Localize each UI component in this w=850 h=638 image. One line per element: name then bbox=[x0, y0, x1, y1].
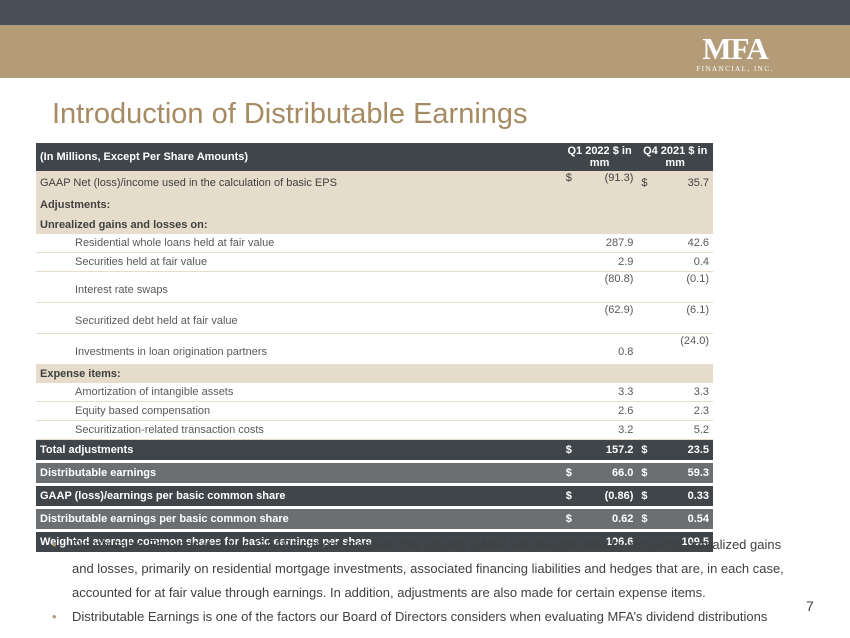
q4-value: 3.3 bbox=[663, 383, 713, 402]
q4-value: 0.54 bbox=[663, 507, 713, 532]
section-label: Unrealized gains and losses on: bbox=[36, 216, 713, 234]
total-row: Total adjustments $ 157.2 $ 23.5 bbox=[36, 439, 713, 463]
currency-symbol: $ bbox=[637, 507, 664, 532]
q1-value: 66.0 bbox=[588, 461, 638, 486]
q4-value: 5.2 bbox=[663, 420, 713, 440]
section-label: Expense items: bbox=[36, 364, 713, 383]
header-col-q1-2022: Q1 2022 $ in mm bbox=[561, 143, 638, 171]
section-row-expense: Expense items: bbox=[36, 364, 713, 383]
currency-symbol: $ bbox=[637, 171, 664, 194]
table-row: GAAP Net (loss)/income used in the calcu… bbox=[36, 171, 713, 194]
table-row: Securitization-related transaction costs… bbox=[36, 420, 713, 440]
table-header-row: (In Millions, Except Per Share Amounts) … bbox=[36, 143, 713, 171]
row-label: Investments in loan origination partners bbox=[36, 333, 562, 365]
table-row: Securities held at fair value 2.9 0.4 bbox=[36, 252, 713, 272]
company-logo: MFA FINANCIAL, INC. bbox=[692, 33, 778, 74]
currency-symbol: $ bbox=[561, 484, 589, 509]
header-col-q4-2021: Q4 2021 $ in mm bbox=[637, 143, 713, 171]
q1-value: 2.9 bbox=[588, 252, 638, 272]
distributable-earnings-table: (In Millions, Except Per Share Amounts) … bbox=[36, 143, 713, 555]
row-label: Total adjustments bbox=[36, 439, 562, 463]
total-row: Distributable earnings per basic common … bbox=[36, 507, 713, 532]
table-row: Interest rate swaps (80.8) (0.1) bbox=[36, 271, 713, 303]
currency-symbol: $ bbox=[561, 461, 589, 486]
bullet-list: Distributable Earnings is a Non-GAAP fin… bbox=[52, 533, 802, 629]
q4-value: (6.1) bbox=[663, 302, 713, 334]
table-row: Equity based compensation 2.6 2.3 bbox=[36, 401, 713, 421]
row-label: GAAP (loss)/earnings per basic common sh… bbox=[36, 484, 562, 509]
q4-value: 23.5 bbox=[663, 439, 713, 463]
q4-value: 0.33 bbox=[663, 484, 713, 509]
q1-value: 287.9 bbox=[588, 234, 638, 253]
q4-value: (0.1) bbox=[663, 271, 713, 303]
q1-value: 157.2 bbox=[588, 439, 638, 463]
q1-value: (91.3) bbox=[588, 171, 638, 194]
q4-value: 0.4 bbox=[663, 252, 713, 272]
q4-value: 42.6 bbox=[663, 234, 713, 253]
row-label: GAAP Net (loss)/income used in the calcu… bbox=[36, 171, 562, 194]
row-label: Equity based compensation bbox=[36, 401, 562, 421]
section-row-unrealized: Unrealized gains and losses on: bbox=[36, 216, 713, 234]
header-gold-band bbox=[0, 25, 850, 78]
currency-symbol: $ bbox=[637, 461, 664, 486]
row-label: Securitized debt held at fair value bbox=[36, 302, 562, 334]
currency-symbol: $ bbox=[561, 507, 589, 532]
row-label: Securities held at fair value bbox=[36, 252, 562, 272]
q4-value: 35.7 bbox=[663, 171, 713, 194]
q4-value: (24.0) bbox=[663, 333, 713, 365]
q4-value: 59.3 bbox=[663, 461, 713, 486]
bullet-item: Distributable Earnings is one of the fac… bbox=[52, 605, 802, 629]
row-label: Residential whole loans held at fair val… bbox=[36, 234, 562, 253]
q1-value: (62.9) bbox=[588, 302, 638, 334]
currency-symbol: $ bbox=[637, 484, 664, 509]
q1-value: 3.2 bbox=[588, 420, 638, 440]
page-number: 7 bbox=[806, 598, 814, 614]
q1-value: (80.8) bbox=[588, 271, 638, 303]
logo-subtitle: FINANCIAL, INC. bbox=[696, 65, 774, 73]
q1-value: (0.86) bbox=[588, 484, 638, 509]
row-label: Securitization-related transaction costs bbox=[36, 420, 562, 440]
total-row: GAAP (loss)/earnings per basic common sh… bbox=[36, 484, 713, 509]
currency-symbol: $ bbox=[561, 171, 589, 194]
row-label: Amortization of intangible assets bbox=[36, 383, 562, 402]
table-row: Amortization of intangible assets 3.3 3.… bbox=[36, 383, 713, 402]
slide-title: Introduction of Distributable Earnings bbox=[52, 98, 528, 130]
currency-symbol: $ bbox=[637, 439, 664, 463]
header-label: (In Millions, Except Per Share Amounts) bbox=[36, 143, 562, 171]
row-label: Distributable earnings bbox=[36, 461, 562, 486]
logo-mark: MFA bbox=[702, 31, 768, 66]
q1-value: 0.8 bbox=[588, 333, 638, 365]
currency-symbol: $ bbox=[561, 439, 589, 463]
section-label: Adjustments: bbox=[36, 194, 713, 216]
q1-value: 3.3 bbox=[588, 383, 638, 402]
q1-value: 2.6 bbox=[588, 401, 638, 421]
bullet-item: Distributable Earnings is a Non-GAAP fin… bbox=[52, 533, 802, 605]
table-row: Residential whole loans held at fair val… bbox=[36, 234, 713, 253]
total-row: Distributable earnings $ 66.0 $ 59.3 bbox=[36, 461, 713, 486]
q1-value: 0.62 bbox=[588, 507, 638, 532]
top-dark-bar bbox=[0, 0, 850, 25]
row-label: Interest rate swaps bbox=[36, 271, 562, 303]
table-row: Investments in loan origination partners… bbox=[36, 333, 713, 365]
table-row: Securitized debt held at fair value (62.… bbox=[36, 302, 713, 334]
q4-value: 2.3 bbox=[663, 401, 713, 421]
row-label: Distributable earnings per basic common … bbox=[36, 507, 562, 532]
section-row-adjustments: Adjustments: bbox=[36, 194, 713, 216]
